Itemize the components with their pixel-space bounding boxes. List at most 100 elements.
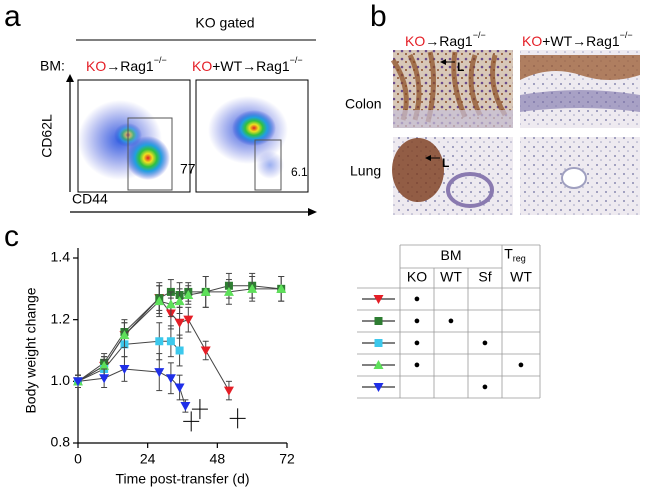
x-tick-label: 48: [210, 451, 226, 467]
marker: [119, 330, 130, 340]
condition: KO+WT→Rag1−/−: [192, 55, 303, 73]
ko: KO: [405, 33, 425, 49]
flow-plot: [195, 79, 309, 193]
marker: [183, 411, 200, 432]
gate-percentage: 77: [180, 161, 196, 177]
cond-rest: →Rag1: [106, 58, 154, 74]
x-axis-label: Time post-transfer (d): [115, 471, 249, 487]
cond-sup: −/−: [290, 55, 303, 65]
arrow-head: [440, 59, 446, 65]
line-chart: 0.8 1.0 1.2 1.4 0 24 48 72 Time post-transfer (d…: [23, 248, 295, 487]
gate-title: KO gated: [195, 15, 254, 31]
marker: [229, 408, 246, 429]
marker: [165, 299, 176, 309]
y-axis-label: Body weight change: [23, 287, 39, 413]
x-axis-label: CD44: [72, 191, 108, 207]
marker: [154, 368, 165, 378]
marker: [374, 339, 383, 347]
marker: [175, 346, 184, 355]
table-cell: ●: [518, 359, 525, 371]
annotation: L: [457, 60, 464, 74]
legend-table: BM Treg KO WT Sf WT ● ● ● ● ● ● ● ●: [357, 244, 541, 399]
header-sub: reg: [513, 254, 526, 264]
y-tick-label: 0.8: [51, 434, 71, 450]
cond-sup: −/−: [473, 30, 486, 40]
marker: [373, 295, 384, 304]
y-tick-label: 1.2: [51, 310, 71, 326]
cond-rest: +WT→Rag1: [212, 58, 290, 74]
marker: [191, 399, 208, 420]
marker: [373, 360, 384, 369]
condition: KO→Rag1−/−: [405, 30, 486, 48]
table-cell: ●: [414, 337, 421, 349]
marker: [166, 337, 175, 346]
marker: [200, 286, 211, 296]
marker: [73, 377, 83, 387]
table-cell: ●: [414, 315, 421, 327]
column-header: WT: [510, 269, 532, 285]
ko: KO: [86, 58, 106, 74]
marker: [183, 290, 194, 299]
marker: [200, 346, 211, 356]
marker: [374, 317, 383, 325]
annotation: L: [442, 156, 449, 170]
column-header: WT: [440, 269, 462, 285]
marker: [276, 283, 287, 293]
condition: KO→Rag1−/−: [86, 55, 167, 73]
cond-rest: +WT→Rag1: [542, 33, 620, 49]
histology-image: [520, 137, 640, 215]
marker: [180, 402, 191, 411]
panel-label: b: [370, 0, 387, 33]
marker: [99, 374, 110, 384]
table-cell: ●: [448, 315, 455, 327]
row-label: Lung: [350, 163, 381, 179]
panel-label: c: [4, 220, 19, 253]
table-cell: ●: [482, 337, 489, 349]
cond-rest: →Rag1: [425, 33, 473, 49]
marker: [99, 360, 110, 370]
y-tick-label: 1.4: [51, 249, 71, 265]
row-label: Colon: [345, 96, 382, 112]
header-main: T: [504, 245, 513, 261]
histology-image: [390, 50, 513, 128]
cond-sup: −/−: [154, 55, 167, 65]
marker: [155, 337, 164, 346]
column-header: KO: [407, 269, 427, 285]
bm-label: BM:: [40, 58, 65, 74]
table-cell: ●: [482, 381, 489, 393]
panel-label: a: [4, 0, 21, 33]
marker: [174, 383, 185, 393]
x-tick-label: 24: [140, 451, 156, 467]
marker: [174, 296, 185, 306]
marker: [119, 365, 130, 374]
ko: KO: [522, 33, 542, 49]
marker: [154, 296, 165, 306]
histology-image: [520, 50, 640, 128]
marker: [174, 318, 185, 328]
flow-plot: [77, 79, 191, 193]
group-header: BM: [441, 247, 462, 263]
y-tick-label: 1.0: [51, 372, 71, 388]
ko: KO: [192, 58, 212, 74]
histology-image: [392, 137, 513, 215]
column-header: Sf: [478, 269, 491, 285]
arrow-head: [66, 74, 74, 82]
x-tick-label: 0: [74, 451, 82, 467]
x-tick-label: 72: [279, 451, 295, 467]
table-cell: ●: [414, 293, 421, 305]
table-cell: ●: [414, 359, 421, 371]
marker: [223, 386, 234, 396]
marker: [373, 383, 384, 392]
condition: KO+WT→Rag1−/−: [522, 30, 633, 48]
group-header: Treg: [504, 245, 526, 264]
marker: [183, 315, 194, 325]
arrow-head: [425, 155, 431, 161]
gate-percentage: 6.1: [291, 165, 308, 179]
y-axis-label: CD62L: [39, 114, 55, 158]
marker: [223, 286, 234, 296]
arrow-head: [308, 208, 317, 216]
marker: [247, 283, 258, 293]
marker: [165, 374, 176, 384]
cond-sup: −/−: [620, 30, 633, 40]
